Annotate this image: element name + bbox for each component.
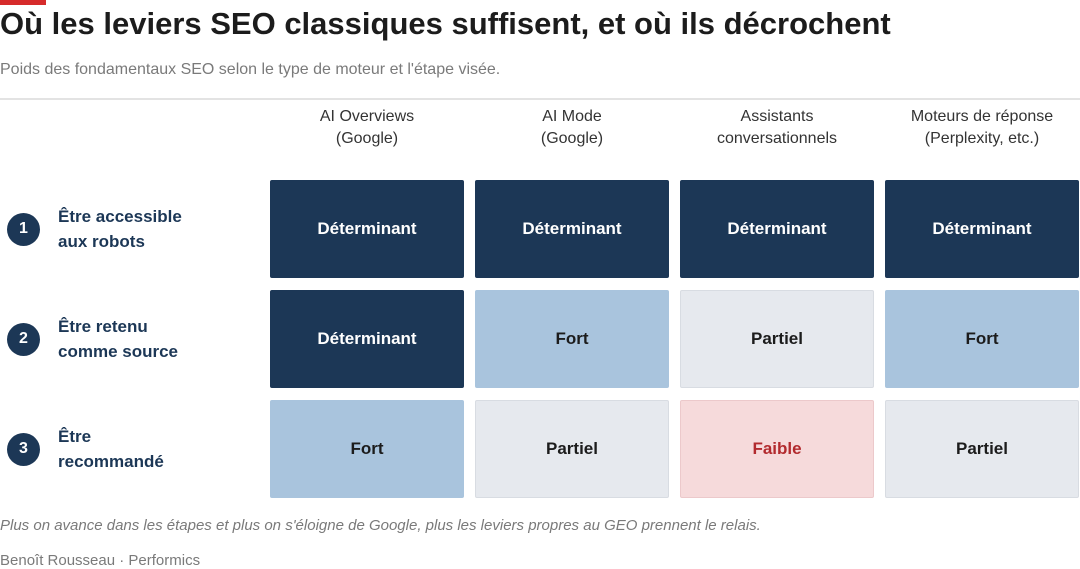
chart-title: Où les leviers SEO classiques suffisent,…	[0, 6, 891, 41]
matrix-cell-r1-c1: Déterminant	[270, 180, 464, 278]
row-label-text: Être recommandé	[58, 427, 164, 471]
accent-bar	[0, 0, 46, 5]
matrix-cell-r2-c2: Fort	[475, 290, 669, 388]
header-divider	[0, 98, 1080, 100]
chart-note: Plus on avance dans les étapes et plus o…	[0, 517, 761, 534]
row-number-badge: 3	[7, 432, 40, 466]
matrix-cell-r1-c2: Déterminant	[475, 180, 669, 278]
chart-subtitle: Poids des fondamentaux SEO selon le type…	[0, 61, 501, 78]
row-label-text: Être accessible aux robots	[58, 207, 182, 251]
column-header-2: AI Mode (Google)	[540, 108, 604, 147]
row-label-2: 2 Être retenu comme source	[0, 290, 260, 388]
matrix-cell-r3-c4: Partiel	[885, 400, 1079, 498]
row-label-1: 1 Être accessible aux robots	[0, 180, 260, 278]
row-number-badge: 2	[7, 322, 40, 356]
matrix-cell-r2-c3: Partiel	[680, 290, 874, 388]
row-label-3: 3 Être recommandé	[0, 400, 260, 498]
column-header-3: Assistants conversationnels	[716, 108, 838, 147]
matrix-cell-r1-c4: Déterminant	[885, 180, 1079, 278]
matrix-cell-r3-c3: Faible	[680, 400, 874, 498]
matrix-cell-r3-c1: Fort	[270, 400, 464, 498]
row-number-badge: 1	[7, 212, 40, 246]
matrix-cell-r1-c3: Déterminant	[680, 180, 874, 278]
matrix-cell-r2-c1: Déterminant	[270, 290, 464, 388]
column-header-1: AI Overviews (Google)	[319, 108, 415, 147]
column-header-4: Moteurs de réponse (Perplexity, etc.)	[910, 108, 1054, 147]
matrix-cell-r2-c4: Fort	[885, 290, 1079, 388]
row-label-text: Être retenu comme source	[58, 317, 178, 361]
matrix-cell-r3-c2: Partiel	[475, 400, 669, 498]
chart-source: Benoît Rousseau · Performics	[0, 552, 201, 569]
